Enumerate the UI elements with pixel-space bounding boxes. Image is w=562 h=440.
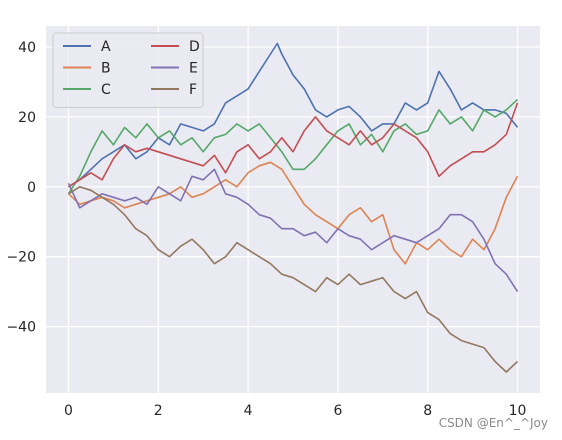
y-tick-label: −40 <box>6 320 36 336</box>
y-tick-label: 40 <box>18 40 36 56</box>
y-axis-ticks: −40 −20 0 20 40 <box>6 40 36 336</box>
legend-label: A <box>101 39 111 55</box>
x-tick-label: 0 <box>64 403 73 419</box>
y-tick-label: 0 <box>27 180 36 196</box>
legend-label: B <box>101 61 111 77</box>
x-tick-label: 10 <box>509 403 527 419</box>
series-line-f <box>68 186 519 373</box>
legend: ABC DEF <box>52 32 204 108</box>
series-lines <box>67 42 519 373</box>
series-line-e <box>67 168 519 293</box>
series-line-d <box>68 102 519 188</box>
x-tick-label: 8 <box>423 403 432 419</box>
watermark-text: CSDN @En^_^Joy <box>438 416 548 430</box>
x-axis-ticks: 0 2 4 6 8 10 <box>64 403 526 419</box>
legend-label: C <box>101 82 111 98</box>
series-line-a <box>68 42 519 188</box>
x-tick-label: 2 <box>154 403 163 419</box>
legend-label: E <box>189 61 198 77</box>
y-tick-label: −20 <box>6 250 36 266</box>
x-tick-label: 4 <box>244 403 253 419</box>
legend-frame <box>52 32 204 108</box>
x-tick-label: 6 <box>333 403 342 419</box>
grid <box>46 26 540 393</box>
y-tick-label: 20 <box>18 110 36 126</box>
legend-label: F <box>189 82 197 98</box>
series-line-c <box>67 98 519 195</box>
legend-label: D <box>189 39 200 55</box>
